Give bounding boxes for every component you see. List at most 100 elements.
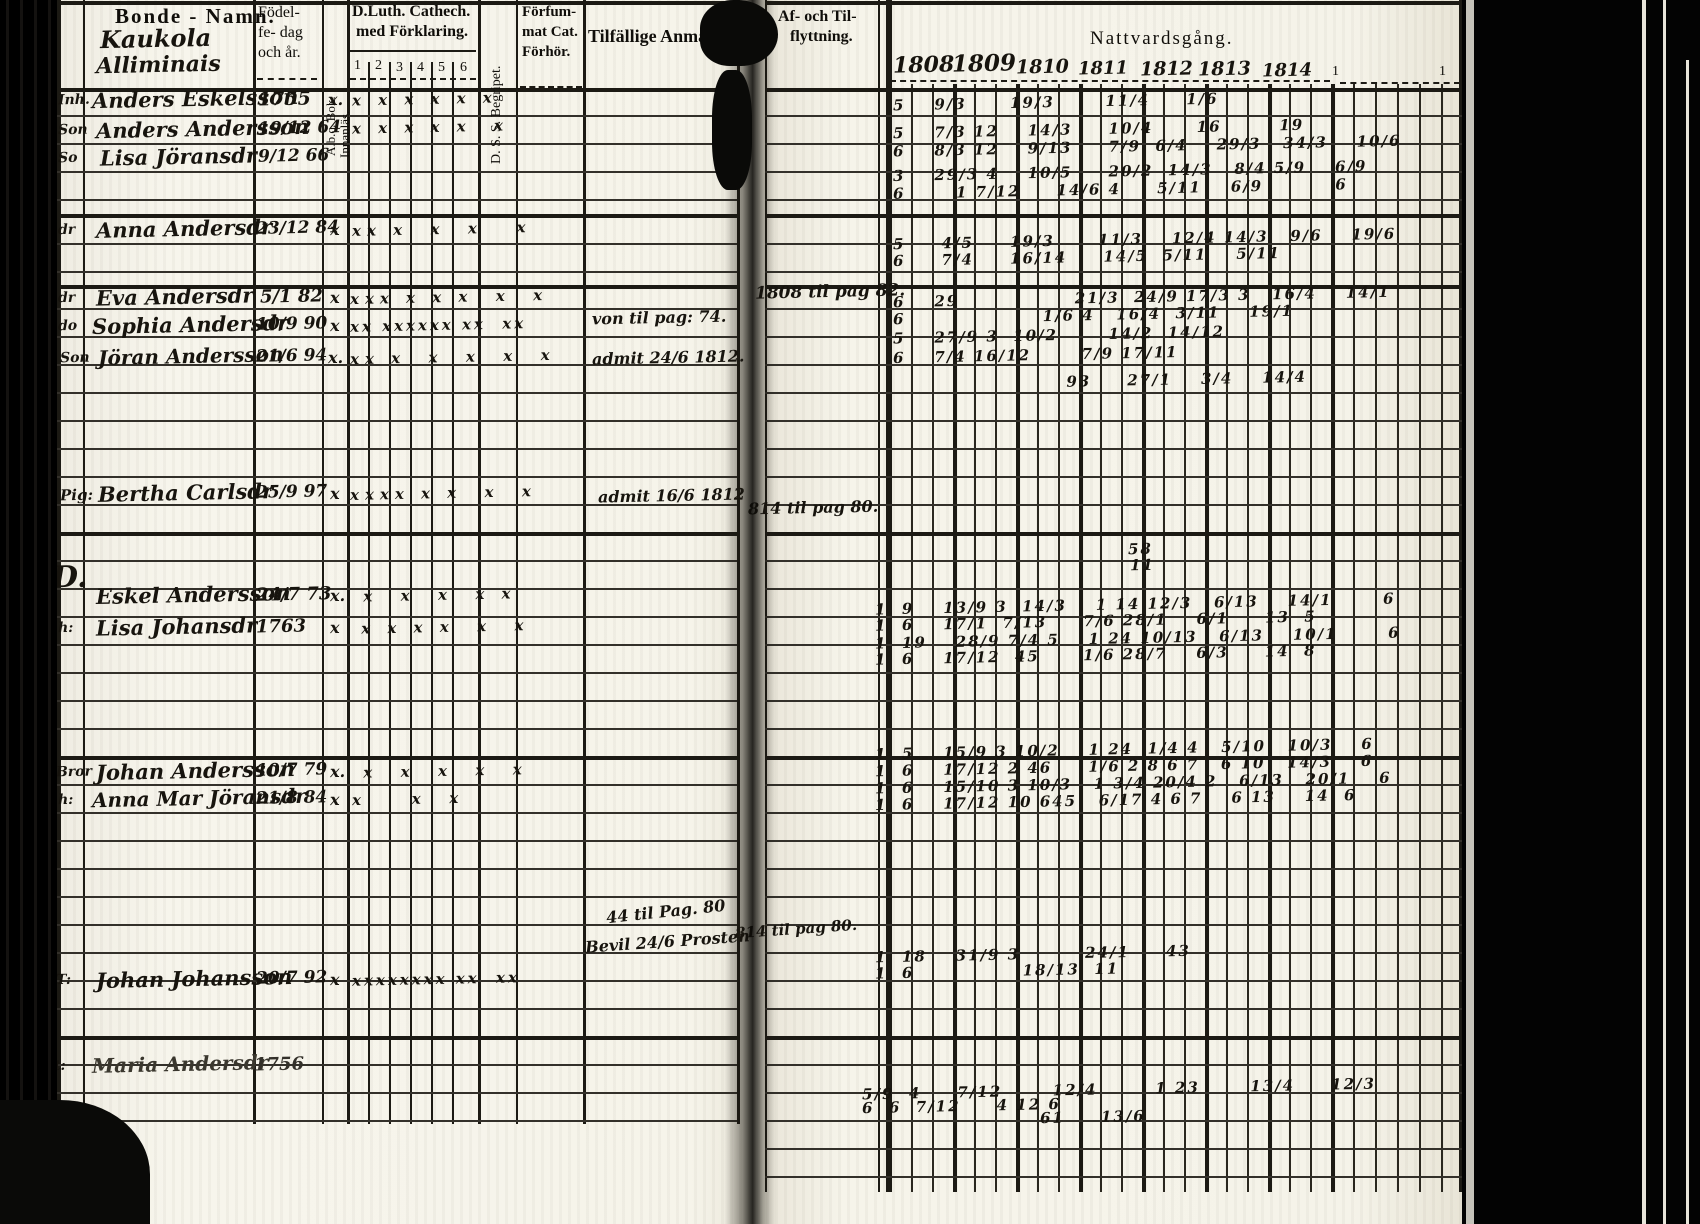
grid-line xyxy=(57,616,737,618)
grid-line xyxy=(57,504,737,506)
grade-4: 4 xyxy=(417,60,424,75)
year-1814: 1814 xyxy=(1261,59,1313,82)
grid-line xyxy=(389,62,391,1124)
grid-line xyxy=(57,532,737,536)
year-1812: 1812 xyxy=(1139,57,1194,81)
grid-line xyxy=(1121,84,1123,1192)
grid-line xyxy=(878,0,880,1192)
communion-line: 61 13/6 xyxy=(1039,1106,1146,1128)
grid-line xyxy=(1016,84,1020,1192)
row-margin: do xyxy=(57,317,78,335)
grid-line xyxy=(57,812,737,814)
row-abc: x xyxy=(329,789,340,810)
grid-line xyxy=(765,88,1462,92)
row-cat-marks: x x x x x xyxy=(351,584,517,606)
grid-line xyxy=(1205,84,1209,1192)
grid-line xyxy=(57,560,737,562)
grid-line xyxy=(253,0,256,1124)
year-1809: 1809 xyxy=(951,49,1017,78)
farm-name-line1: Kaukola xyxy=(99,22,212,55)
grid-line xyxy=(322,0,324,1124)
grid-line xyxy=(765,840,1462,842)
grid-line xyxy=(57,952,737,954)
grid-line xyxy=(765,560,1462,562)
row-margin: h: xyxy=(57,791,74,809)
grid-line xyxy=(765,271,1462,273)
row-abc: x. xyxy=(329,761,346,782)
row-cat-marks: x x x x x x xyxy=(351,88,498,110)
row-birth: 9/12 66 xyxy=(257,145,330,167)
grid-line xyxy=(765,115,1462,117)
grid-line xyxy=(1163,84,1165,1192)
row-margin: So xyxy=(57,149,78,167)
grid-line xyxy=(765,1092,1462,1094)
header-cathech-2: med Förklaring. xyxy=(356,23,468,40)
grid-line xyxy=(765,392,1462,394)
scan-streak xyxy=(1466,0,1474,1224)
grid-line xyxy=(57,199,737,201)
grid-line xyxy=(932,84,934,1192)
grid-line xyxy=(765,214,1462,218)
grid-line xyxy=(765,1008,1462,1010)
row-cat-marks: xx xxxxxx xx xx xyxy=(349,314,527,336)
right-scan-margin xyxy=(1462,0,1700,1224)
row-name: Lisa Jöransdr xyxy=(99,142,258,171)
grid-line xyxy=(1331,84,1335,1192)
grid-line xyxy=(765,143,1462,145)
row-cat-marks: x x x x x x xyxy=(349,616,530,638)
grid-line xyxy=(1226,84,1228,1192)
grid-line xyxy=(1441,84,1443,1192)
row-cat-marks: xx x x x x xyxy=(351,218,532,240)
grid-line xyxy=(57,88,737,92)
row-birth: 1755 xyxy=(257,87,312,111)
grid-line xyxy=(1459,0,1463,1192)
grid-line xyxy=(1419,84,1421,1192)
header-bonde-namn: Bonde - Namn. xyxy=(115,4,276,28)
row-birth: 20/7 92 xyxy=(255,967,328,989)
grid-line xyxy=(57,896,737,898)
row-birth: 10/9 90 xyxy=(255,313,328,335)
row-name: Anna Andersdr xyxy=(95,214,273,243)
row-name: Lisa Johansdr xyxy=(95,612,258,641)
row-margin: Inh. xyxy=(57,91,90,109)
header-communion: Nattvardsgång. xyxy=(1090,28,1234,49)
row-remark-note: admit 16/6 1812 xyxy=(597,484,746,507)
grid-line xyxy=(57,308,737,310)
row-abc: x. xyxy=(329,585,346,606)
grid-line xyxy=(57,1036,737,1040)
grid-line xyxy=(583,0,586,1124)
row-remark-note: admit 24/6 1812. xyxy=(591,346,745,369)
grid-line xyxy=(765,952,1462,954)
header-birth-2: fe- dag xyxy=(258,24,303,41)
grid-line xyxy=(765,1064,1462,1066)
grid-line xyxy=(1079,84,1083,1192)
missed-underline xyxy=(520,86,582,88)
row-margin: dr xyxy=(57,289,76,307)
grid-line xyxy=(57,1120,737,1122)
grid-line xyxy=(995,84,997,1192)
grid-line xyxy=(57,1,737,5)
row-margin: Son xyxy=(59,349,90,367)
grid-line xyxy=(57,1064,737,1066)
header-cathech-1: D.Luth. Cathech. xyxy=(352,3,471,20)
grid-line xyxy=(57,420,737,422)
grid-line xyxy=(57,980,737,982)
grid-line xyxy=(478,0,481,1124)
grid-line xyxy=(765,1036,1462,1040)
ink-blob-remarks xyxy=(712,70,752,190)
grid-line xyxy=(57,476,737,478)
grid-line xyxy=(1375,84,1377,1192)
grid-line xyxy=(57,143,737,145)
grid-line xyxy=(57,756,737,760)
grid-line xyxy=(1353,84,1355,1192)
grid-line xyxy=(765,980,1462,982)
section-letter: D. xyxy=(51,559,88,596)
grid-line xyxy=(765,588,1462,590)
grid-line xyxy=(57,700,737,702)
grid-line xyxy=(57,1008,737,1010)
left-page-edge xyxy=(0,0,57,1224)
scan-streak xyxy=(1642,0,1646,1224)
row-abc: x xyxy=(329,617,340,638)
header-moving-2: flyttning. xyxy=(790,28,853,45)
